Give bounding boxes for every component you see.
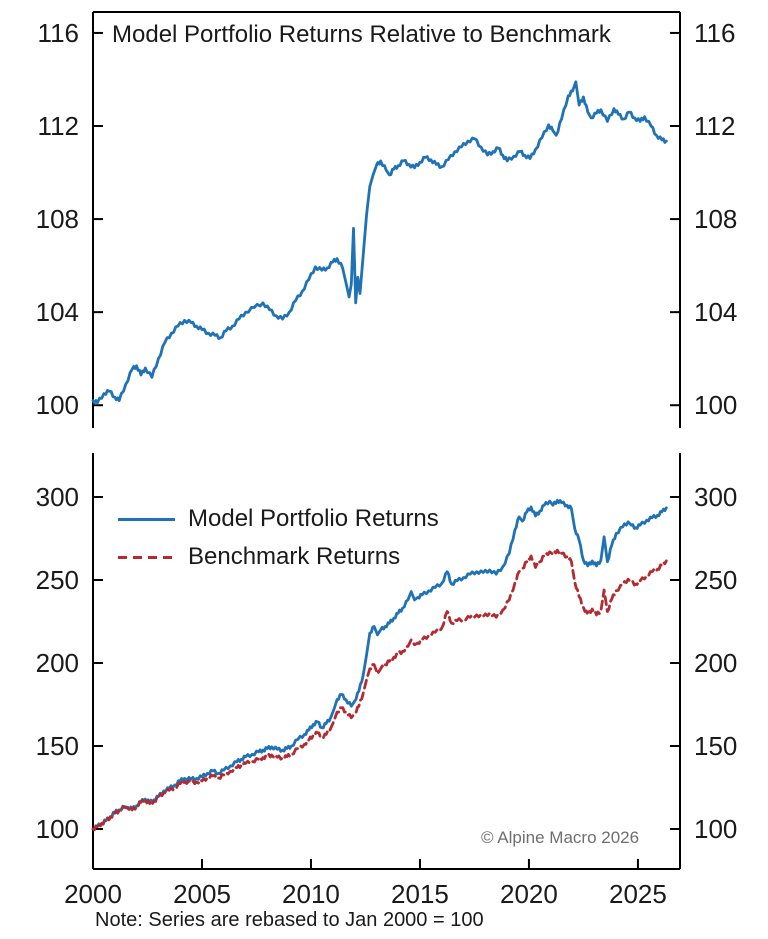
footnote-text: Note: Series are rebased to Jan 2000 = 1… bbox=[95, 909, 484, 931]
y-axis-label-left: 150 bbox=[36, 731, 79, 761]
top-chart-ticks bbox=[93, 31, 680, 407]
benchmark-line-swatch bbox=[118, 555, 175, 559]
legend: Model Portfolio Returns Benchmark Return… bbox=[118, 500, 439, 576]
y-axis-label-left: 250 bbox=[36, 565, 79, 595]
relative-return-line bbox=[91, 80, 668, 405]
copyright-text: © Alpine Macro 2026 bbox=[481, 828, 640, 847]
top-chart-tick-labels: 100 100 104 104 108 108 112 112 116 116 bbox=[36, 18, 738, 420]
bottom-chart: 100 100 150 150 200 200 250 250 300 300 2000 2005 20… bbox=[36, 453, 738, 909]
y-axis-label-left: 100 bbox=[36, 390, 79, 420]
x-axis-label: 2025 bbox=[609, 879, 667, 909]
x-axis-label: 2010 bbox=[282, 879, 340, 909]
y-axis-label-right: 104 bbox=[694, 297, 737, 327]
y-axis-label-left: 108 bbox=[36, 204, 79, 234]
y-axis-label-right: 100 bbox=[694, 390, 737, 420]
y-axis-label-right: 150 bbox=[694, 731, 737, 761]
benchmark-line bbox=[91, 548, 668, 832]
y-axis-label-right: 116 bbox=[694, 18, 735, 48]
top-chart-frame bbox=[92, 11, 681, 428]
portfolio-line-swatch bbox=[118, 517, 175, 521]
legend-label-benchmark: Benchmark Returns bbox=[188, 543, 401, 570]
x-axis-label: 2005 bbox=[173, 879, 231, 909]
y-axis-label-right: 250 bbox=[694, 565, 737, 595]
y-axis-label-left: 104 bbox=[36, 297, 79, 327]
y-axis-label-left: 116 bbox=[38, 18, 79, 48]
bottom-chart-ticks bbox=[92, 495, 680, 869]
y-axis-label-left: 100 bbox=[36, 814, 79, 844]
legend-item-benchmark: Benchmark Returns bbox=[118, 538, 439, 576]
legend-label-portfolio: Model Portfolio Returns bbox=[188, 505, 439, 532]
bottom-chart-tick-labels: 100 100 150 150 200 200 250 250 300 300 2000 2005 20… bbox=[36, 482, 738, 909]
y-axis-label-right: 300 bbox=[694, 482, 737, 512]
y-axis-label-left: 200 bbox=[36, 648, 79, 678]
y-axis-label-right: 200 bbox=[694, 648, 737, 678]
y-axis-label-right: 108 bbox=[694, 204, 737, 234]
bottom-chart-frame bbox=[92, 453, 681, 870]
x-axis-label: 2015 bbox=[391, 879, 449, 909]
x-axis-label: 2020 bbox=[500, 879, 558, 909]
top-chart: 100 100 104 104 108 108 112 112 116 116 bbox=[36, 11, 738, 428]
y-axis-label-left: 300 bbox=[36, 482, 79, 512]
x-axis-label: 2000 bbox=[64, 879, 122, 909]
y-axis-label-right: 112 bbox=[694, 111, 735, 141]
legend-item-portfolio: Model Portfolio Returns bbox=[118, 500, 439, 538]
portfolio-line bbox=[91, 498, 668, 832]
y-axis-label-left: 112 bbox=[38, 111, 79, 141]
y-axis-label-right: 100 bbox=[694, 814, 737, 844]
top-chart-title: Model Portfolio Returns Relative to Benc… bbox=[112, 21, 611, 48]
